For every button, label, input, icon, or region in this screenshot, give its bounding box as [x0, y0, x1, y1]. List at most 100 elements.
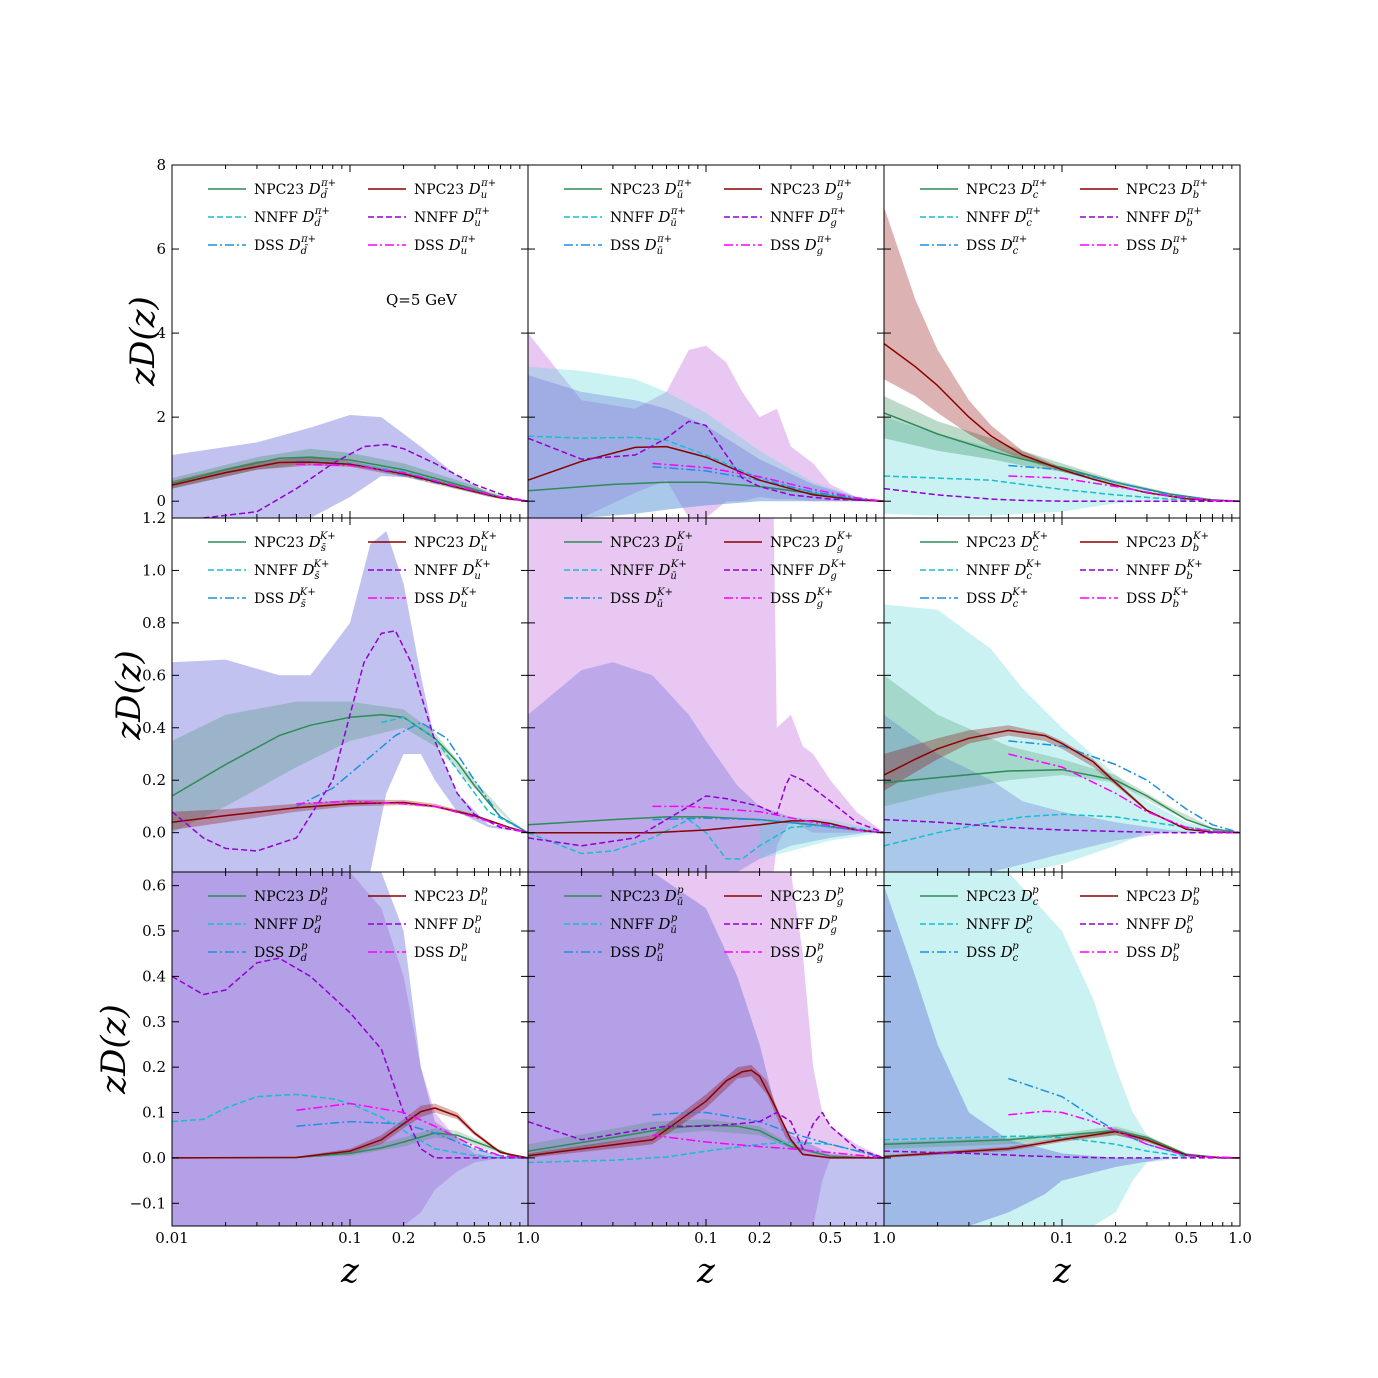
lines-r1-c1 [528, 774, 884, 860]
legend-label-r1-c0-0: NPC23 Ds̄K+ [254, 531, 336, 554]
series-line-r2-c0-5 [296, 1102, 528, 1159]
ticks-r1-c0 [171, 517, 528, 872]
legend-label-r1-c1-5: DSS DgK+ [770, 587, 833, 610]
y-axis-title-row-0: zD(z) [123, 296, 163, 387]
series-line-r1-c0-1 [381, 716, 528, 834]
legend-label-r2-c2-1: NNFF Dcp [966, 913, 1033, 936]
legend-label-r2-c2-2: DSS Dcp [966, 941, 1019, 964]
bands-r2-c0 [172, 872, 528, 1226]
series-line-r0-c2-1 [884, 475, 1240, 502]
legend-label-r2-c1-0: NPC23 Dūp [610, 885, 684, 908]
legend-label-r1-c2-4: NNFF DbK+ [1126, 559, 1203, 582]
ticks-r2-c2 [883, 872, 1240, 1226]
legend-label-r1-c1-2: DSS DūK+ [610, 587, 673, 610]
x-tick-label-c0-1: 0.1 [338, 1229, 362, 1247]
legend-r1-c2: NPC23 DcK+ NNFF DcK+ DSS DcK+ NPC23 DbK+ NNF… [920, 531, 1209, 610]
uncertainty-band-r1-c0-0 [172, 531, 528, 872]
labels-layer: Q=5 GeV z z z zD(z) zD(z) zD(z) 0 2 4 6 8 0.0… [94, 156, 1252, 1291]
uncertainty-band-r0-c2-2 [884, 207, 1240, 502]
y-axis-title-row-1: zD(z) [109, 650, 149, 741]
lines-r0-c0 [172, 443, 528, 518]
uncertainty-band-r2-c2-0 [884, 872, 1240, 1226]
series-line-r1-c2-2 [1008, 740, 1240, 834]
x-tick-label-c0-0: 0.01 [155, 1229, 188, 1247]
legend-label-r1-c1-4: NNFF DgK+ [770, 559, 847, 582]
lines-r0-c2 [884, 342, 1240, 502]
legend-label-r0-c2-2: DSS Dcπ+ [966, 234, 1027, 257]
series-line-r0-c1-4 [528, 420, 884, 502]
x-axis-title-col-0: z [340, 1251, 360, 1291]
x-tick-label-c2-3: 1.0 [1228, 1229, 1252, 1247]
x-axis-title-col-1: z [696, 1251, 716, 1291]
legend-label-r0-c1-5: DSS Dgπ+ [770, 234, 832, 257]
legend-label-r1-c2-2: DSS DcK+ [966, 587, 1028, 610]
ticks-r2-c1 [527, 872, 884, 1226]
legend-label-r0-c0-2: DSS Dd̄π+ [254, 234, 316, 257]
frames-layer [171, 164, 1241, 1227]
bands-r1-c0 [172, 531, 528, 872]
series-line-r2-c2-4 [884, 1150, 1240, 1159]
legend-label-r2-c1-5: DSS Dgp [770, 941, 824, 964]
uncertainty-band-r0-c2-0 [884, 417, 1240, 516]
x-tick-label-c1-1: 0.2 [748, 1229, 772, 1247]
y-tick-label-r2-6: 0.5 [142, 922, 166, 940]
legend-label-r2-c0-3: NPC23 Dup [414, 885, 488, 908]
uncertainty-band-r1-c1-0 [528, 518, 884, 872]
x-axis-title-col-2: z [1052, 1251, 1072, 1291]
legend-label-r1-c0-2: DSS Ds̄K+ [254, 587, 316, 610]
legend-label-r2-c1-2: DSS Dūp [610, 941, 664, 964]
legend-r0-c2: NPC23 Dcπ+ NNFF Dcπ+ DSS Dcπ+ NPC23 Dbπ+ NNF… [920, 178, 1208, 257]
q-annotation: Q=5 GeV [386, 291, 458, 309]
ticks-r0-c0 [171, 164, 528, 518]
x-tick-label-c2-2: 0.5 [1174, 1229, 1198, 1247]
x-tick-label-c1-3: 1.0 [872, 1229, 896, 1247]
uncertainty-band-r2-c0-0 [172, 872, 528, 1226]
legend-label-r0-c1-0: NPC23 Dūπ+ [610, 178, 692, 201]
series-line-r0-c1-1 [528, 435, 884, 502]
uncertainty-band-r2-c1-3 [528, 1064, 884, 1158]
legend-label-r0-c2-4: NNFF Dbπ+ [1126, 206, 1202, 229]
uncertainty-band-r2-c0-1 [172, 872, 528, 1226]
y-tick-label-r2-7: 0.6 [142, 877, 166, 895]
lines-layer [172, 342, 1240, 1164]
x-tick-label-c1-2: 0.5 [818, 1229, 842, 1247]
y-tick-label-r1-6: 1.2 [142, 509, 166, 527]
x-tick-label-c2-1: 0.2 [1104, 1229, 1128, 1247]
legend-label-r0-c2-1: NNFF Dcπ+ [966, 206, 1041, 229]
series-line-r1-c2-0 [884, 768, 1240, 834]
uncertainty-band-r1-c2-0 [884, 604, 1240, 872]
uncertainty-band-r0-c2-1 [884, 396, 1240, 502]
series-line-r0-c0-4 [203, 443, 528, 518]
bands-layer [172, 207, 1240, 1226]
legend-label-r0-c0-1: NNFF Dd̄π+ [254, 206, 330, 229]
series-line-r1-c0-2 [296, 721, 528, 834]
series-line-r2-c2-5 [1008, 1110, 1240, 1159]
legend-layer: NPC23 Dd̄π+ NNFF Dd̄π+ DSS Dd̄π+ NPC23 Duπ+… [208, 178, 1209, 964]
legend-label-r2-c1-4: NNFF Dgp [770, 913, 838, 936]
series-line-r1-c0-0 [172, 713, 528, 834]
bands-r1-c2 [884, 604, 1240, 872]
bands-r0-c0 [172, 415, 528, 518]
series-line-r2-c1-4 [528, 1111, 884, 1159]
series-line-r1-c1-3 [528, 820, 884, 834]
ticks-r0-c2 [883, 164, 1240, 518]
legend-label-r0-c1-3: NPC23 Dgπ+ [770, 178, 852, 201]
series-line-r0-c1-3 [528, 445, 884, 502]
series-line-r1-c0-3 [172, 801, 528, 834]
legend-label-r0-c2-5: DSS Dbπ+ [1126, 234, 1188, 257]
legend-label-r1-c1-0: NPC23 DūK+ [610, 531, 693, 554]
legend-r2-c1: NPC23 Dūp NNFF Dūp DSS Dūp NPC23 Dgp NNFF Dg… [564, 885, 844, 964]
y-tick-label-r0-3: 6 [156, 240, 166, 258]
legend-label-r1-c0-3: NPC23 DuK+ [414, 531, 497, 554]
series-line-r1-c2-3 [884, 729, 1240, 834]
y-tick-label-r1-4: 0.8 [142, 614, 166, 632]
uncertainty-band-r0-c1-2 [528, 375, 884, 518]
y-tick-label-r0-1: 2 [156, 408, 166, 426]
ticks-r1-c1 [527, 517, 884, 872]
lines-r1-c0 [172, 630, 528, 852]
uncertainty-band-r1-c0-1 [172, 701, 528, 833]
x-tick-label-c0-2: 0.2 [392, 1229, 416, 1247]
legend-label-r1-c0-4: NNFF DuK+ [414, 559, 491, 582]
y-tick-label-r2-0: −0.1 [130, 1194, 166, 1212]
